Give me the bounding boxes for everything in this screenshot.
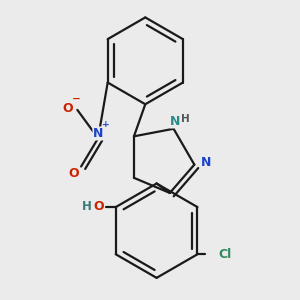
Text: N: N bbox=[93, 127, 103, 140]
Text: Cl: Cl bbox=[218, 248, 232, 261]
Text: N: N bbox=[200, 156, 211, 169]
Text: O: O bbox=[68, 167, 79, 180]
Text: O: O bbox=[63, 103, 73, 116]
Text: H: H bbox=[182, 114, 190, 124]
Text: O: O bbox=[94, 200, 104, 213]
Text: H: H bbox=[82, 200, 92, 213]
Text: N: N bbox=[170, 115, 181, 128]
Text: −: − bbox=[72, 94, 81, 103]
Text: +: + bbox=[102, 121, 110, 130]
